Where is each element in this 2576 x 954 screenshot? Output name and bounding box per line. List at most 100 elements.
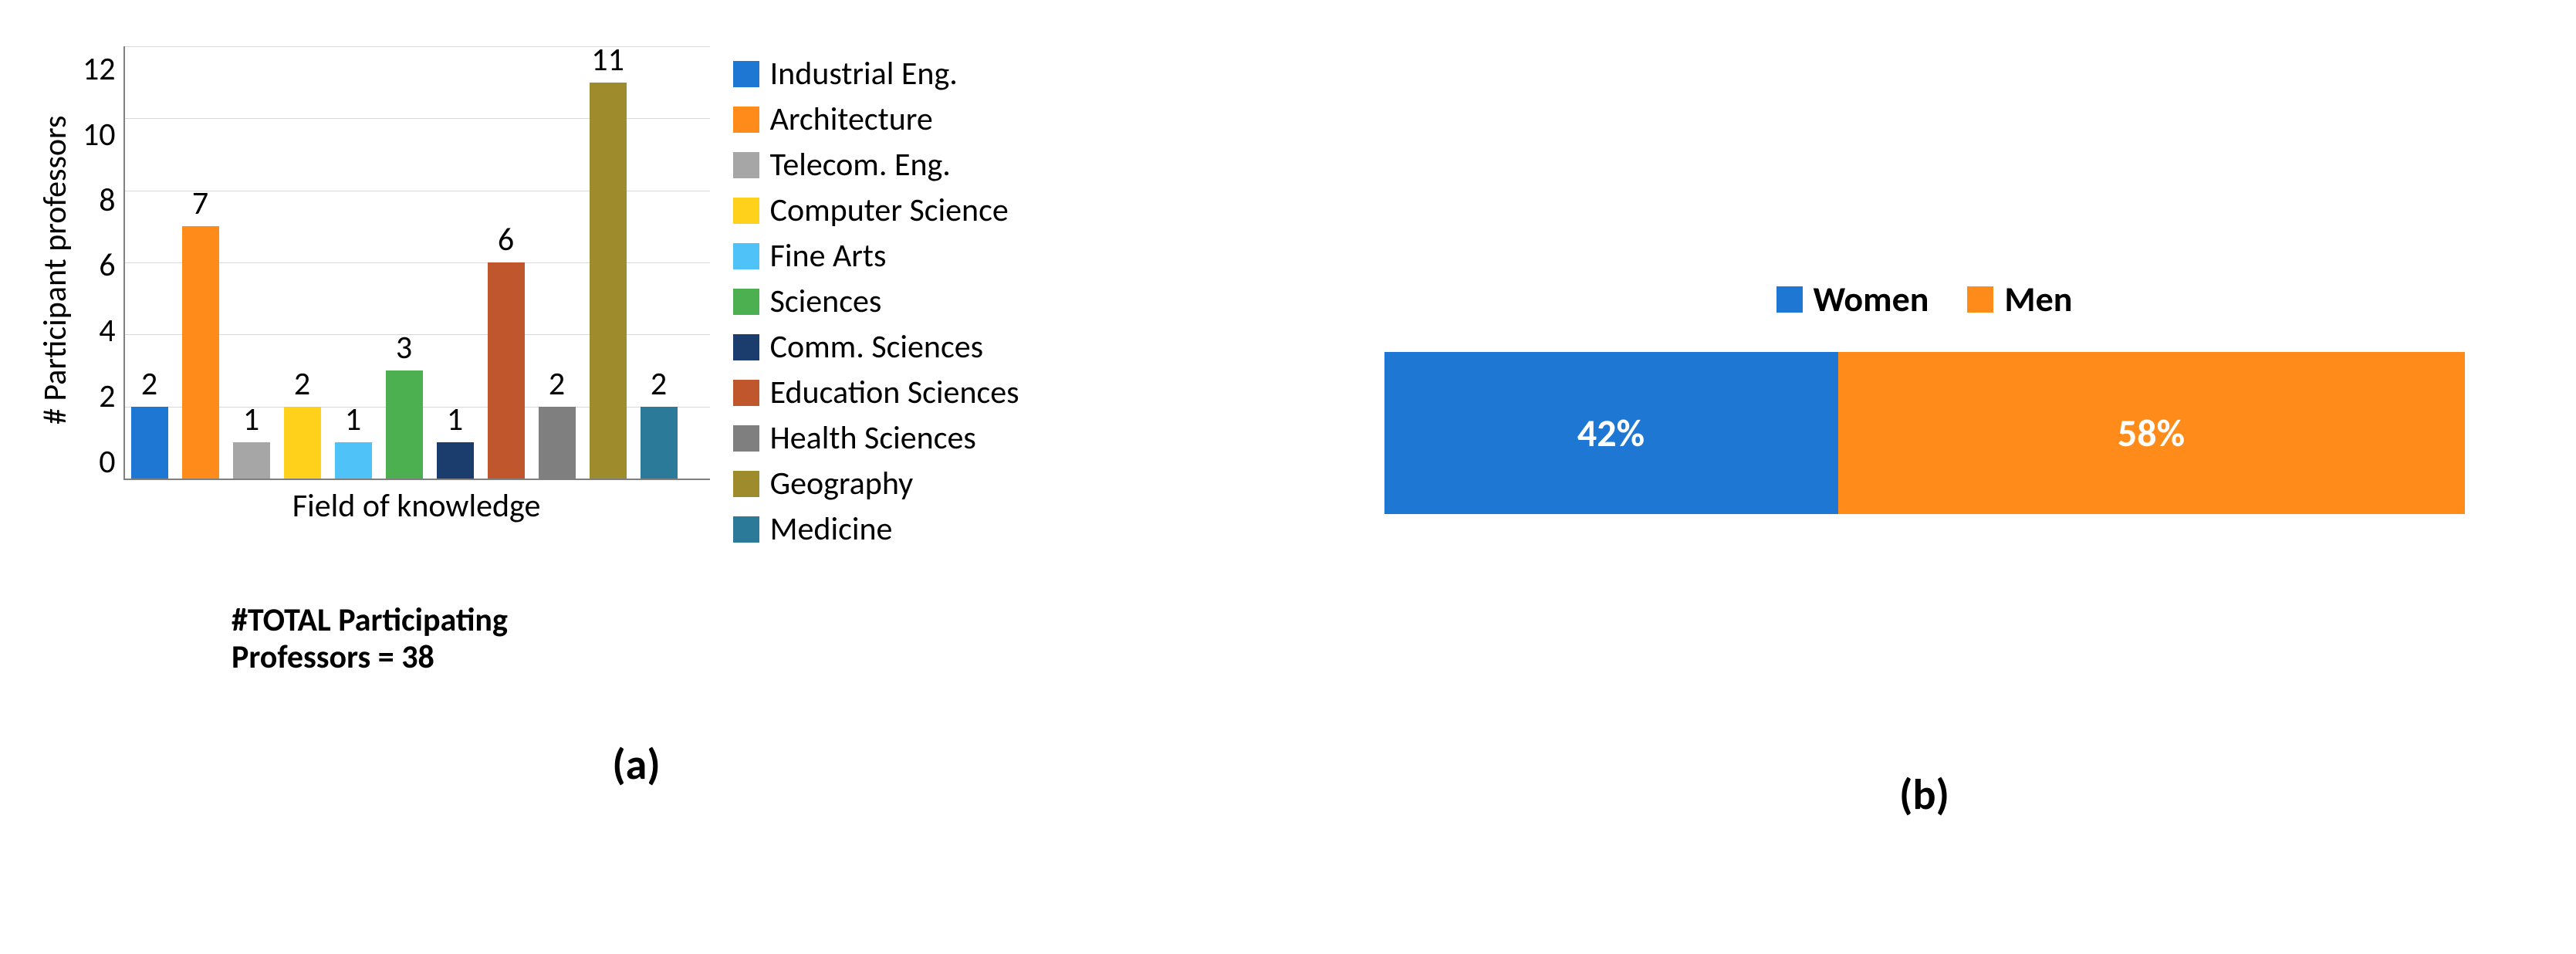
bar-rect bbox=[131, 407, 168, 479]
bar-value-label: 7 bbox=[192, 184, 208, 223]
panel-b: Women Men 42%58% (b) bbox=[1273, 0, 2576, 954]
legend-swatch bbox=[733, 471, 759, 497]
y-axis-label: # Participant professors bbox=[31, 46, 79, 494]
legend-swatch bbox=[733, 380, 759, 406]
x-axis-label: Field of knowledge bbox=[123, 486, 710, 526]
bar-value-label: 1 bbox=[447, 400, 463, 439]
bar-column: 3 bbox=[386, 328, 423, 479]
legend-label: Men bbox=[2004, 278, 2072, 321]
panel-a-label: (a) bbox=[612, 739, 661, 791]
total-line2: Professors = 38 bbox=[232, 638, 434, 677]
bar-rect bbox=[488, 262, 525, 479]
legend-swatch bbox=[733, 152, 759, 178]
bar-value-label: 2 bbox=[141, 364, 157, 404]
panel-b-label: (b) bbox=[1899, 769, 1949, 821]
legend-label: Geography bbox=[770, 464, 914, 503]
bar-chart: # Participant professors 121086420 27121… bbox=[31, 46, 710, 587]
legend-item: Comm. Sciences bbox=[733, 327, 1019, 367]
legend-item: Industrial Eng. bbox=[733, 54, 1019, 93]
bar-column: 1 bbox=[437, 400, 474, 479]
legend-item: Medicine bbox=[733, 509, 1019, 549]
y-tick: 8 bbox=[83, 181, 116, 220]
legend-swatch bbox=[733, 198, 759, 224]
bar-value-label: 2 bbox=[651, 364, 667, 404]
bar-rect bbox=[386, 370, 423, 479]
legend-swatch bbox=[1967, 286, 1993, 313]
bar-value-label: 3 bbox=[396, 328, 412, 367]
stacked-bar-chart: Women Men 42%58% bbox=[1384, 46, 2465, 514]
legend-swatch bbox=[733, 516, 759, 543]
stacked-segment: 58% bbox=[1838, 352, 2465, 514]
legend-swatch bbox=[733, 61, 759, 87]
legend-label: Education Sciences bbox=[770, 373, 1019, 412]
y-tick: 2 bbox=[83, 377, 116, 416]
legend-label: Architecture bbox=[770, 100, 933, 139]
bar-rect bbox=[335, 442, 372, 479]
total-caption: #TOTAL Participating Professors = 38 bbox=[31, 602, 1242, 677]
bar-rect bbox=[641, 407, 678, 479]
bar-value-label: 6 bbox=[498, 220, 514, 259]
legend-item: Architecture bbox=[733, 100, 1019, 139]
bar-rect bbox=[539, 407, 576, 479]
legend-swatch bbox=[733, 289, 759, 315]
bar-value-label: 11 bbox=[591, 40, 624, 80]
legend-swatch bbox=[733, 243, 759, 269]
legend-label: Women bbox=[1814, 278, 1929, 321]
total-line1: #TOTAL Participating bbox=[232, 600, 508, 640]
bar-column: 7 bbox=[182, 184, 219, 479]
y-tick: 0 bbox=[83, 442, 116, 482]
bar-value-label: 1 bbox=[243, 400, 259, 439]
y-ticks: 12 10 8 6 4 2 0 bbox=[79, 46, 123, 482]
stacked-segment: 42% bbox=[1384, 352, 1838, 514]
bar-column: 1 bbox=[335, 400, 372, 479]
bars: 271213162112 bbox=[123, 46, 710, 479]
legend-swatch bbox=[733, 425, 759, 452]
legend-label: Telecom. Eng. bbox=[770, 145, 951, 184]
legend-item: Telecom. Eng. bbox=[733, 145, 1019, 184]
bar-rect bbox=[182, 226, 219, 479]
legend-item: Health Sciences bbox=[733, 418, 1019, 458]
bar-value-label: 2 bbox=[549, 364, 565, 404]
bar-value-label: 1 bbox=[345, 400, 361, 439]
legend-label: Industrial Eng. bbox=[770, 54, 958, 93]
bar-chart-row: # Participant professors 121086420 27121… bbox=[31, 46, 1242, 587]
legend-item: Fine Arts bbox=[733, 236, 1019, 276]
legend-item: Men bbox=[1967, 278, 2072, 321]
plot-area: 271213162112 Field of knowledge bbox=[123, 46, 710, 525]
y-tick: 10 bbox=[83, 115, 116, 154]
bar-rect bbox=[284, 407, 321, 479]
x-axis-line bbox=[123, 479, 710, 480]
bar-rect bbox=[437, 442, 474, 479]
bar-legend: Industrial Eng. Architecture Telecom. Eng.… bbox=[710, 46, 1019, 587]
legend-label: Medicine bbox=[770, 509, 893, 549]
legend-item: Computer Science bbox=[733, 191, 1019, 230]
bar-column: 2 bbox=[641, 364, 678, 479]
legend-label: Fine Arts bbox=[770, 236, 887, 276]
legend-swatch bbox=[1776, 286, 1803, 313]
legend-item: Women bbox=[1776, 278, 1929, 321]
y-tick: 6 bbox=[83, 245, 116, 285]
bar-column: 2 bbox=[539, 364, 576, 479]
figure-wrap: # Participant professors 121086420 27121… bbox=[0, 0, 2576, 954]
y-tick: 4 bbox=[83, 311, 116, 350]
bar-column: 6 bbox=[488, 220, 525, 479]
legend-label: Computer Science bbox=[770, 191, 1009, 230]
legend-item: Sciences bbox=[733, 282, 1019, 321]
legend-item: Education Sciences bbox=[733, 373, 1019, 412]
y-tick: 12 bbox=[83, 49, 116, 89]
legend-item: Geography bbox=[733, 464, 1019, 503]
bar-column: 11 bbox=[590, 40, 627, 479]
bar-column: 2 bbox=[284, 364, 321, 479]
legend-label: Sciences bbox=[770, 282, 882, 321]
legend-label: Health Sciences bbox=[770, 418, 976, 458]
legend-swatch bbox=[733, 107, 759, 133]
bar-rect bbox=[233, 442, 270, 479]
stacked-legend: Women Men bbox=[1384, 278, 2465, 321]
legend-label: Comm. Sciences bbox=[770, 327, 984, 367]
panel-a: # Participant professors 121086420 27121… bbox=[0, 0, 1273, 954]
bar-rect bbox=[590, 83, 627, 479]
bar-value-label: 2 bbox=[294, 364, 310, 404]
stacked-bar: 42%58% bbox=[1384, 352, 2465, 514]
bar-column: 2 bbox=[131, 364, 168, 479]
bar-column: 1 bbox=[233, 400, 270, 479]
